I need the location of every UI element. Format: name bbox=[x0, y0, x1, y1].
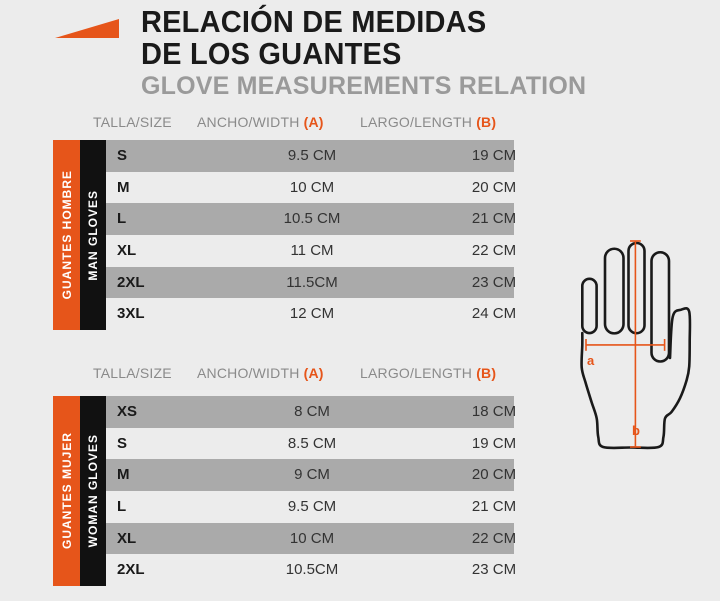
svg-text:a: a bbox=[587, 353, 595, 368]
svg-text:b: b bbox=[632, 423, 640, 438]
